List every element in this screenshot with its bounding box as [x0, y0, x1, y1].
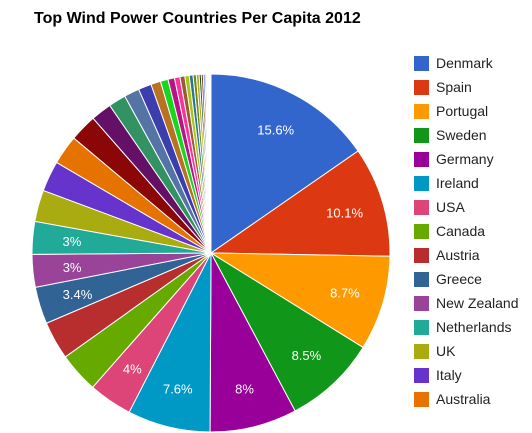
slice-data-label: 3.4% [63, 287, 93, 302]
legend-swatch [414, 319, 429, 335]
pie-slice-sweden[interactable] [209, 251, 364, 412]
slice-data-label: 15.6% [257, 122, 294, 137]
legend-item-netherlands[interactable]: Netherlands [414, 315, 519, 339]
pie-slice-denmark[interactable] [210, 73, 359, 254]
legend-label: Australia [436, 391, 491, 407]
legend-item-australia[interactable]: Australia [414, 387, 519, 411]
legend-item-italy[interactable]: Italy [414, 363, 519, 387]
legend-swatch [414, 247, 429, 263]
legend: Denmark Spain Portugal Sweden Germany Ireland… [414, 51, 519, 411]
slice-data-label: 8.5% [292, 348, 322, 363]
legend-swatch [414, 55, 429, 71]
legend-label: Greece [436, 271, 482, 287]
legend-item-austria[interactable]: Austria [414, 243, 519, 267]
legend-label: Austria [436, 247, 480, 263]
legend-swatch [414, 367, 429, 383]
legend-item-canada[interactable]: Canada [414, 219, 519, 243]
legend-label: Ireland [436, 175, 479, 191]
legend-swatch [414, 79, 429, 95]
legend-item-sweden[interactable]: Sweden [414, 123, 519, 147]
legend-swatch [414, 103, 429, 119]
legend-item-usa[interactable]: USA [414, 195, 519, 219]
legend-label: Denmark [436, 55, 493, 71]
slice-data-label: 3% [63, 234, 82, 249]
legend-item-uk[interactable]: UK [414, 339, 519, 363]
slice-data-label: 8.7% [330, 286, 360, 301]
legend-item-spain[interactable]: Spain [414, 75, 519, 99]
legend-label: USA [436, 199, 465, 215]
legend-item-ireland[interactable]: Ireland [414, 171, 519, 195]
legend-label: Canada [436, 223, 486, 239]
slice-data-label: 8% [235, 382, 254, 397]
pie-slice-portugal[interactable] [209, 252, 391, 349]
chart-title: Top Wind Power Countries Per Capita 2012 [34, 10, 361, 27]
slice-data-label: 7.6% [163, 382, 193, 397]
legend-swatch [414, 199, 429, 215]
slice-data-label: 3% [63, 260, 82, 275]
legend-item-denmark[interactable]: Denmark [414, 51, 519, 75]
legend-label: UK [436, 343, 456, 359]
slice-data-label: 4% [123, 361, 142, 376]
legend-swatch [414, 223, 429, 239]
legend-label: New Zealand [436, 295, 519, 311]
legend-swatch [414, 295, 429, 311]
legend-swatch [414, 151, 429, 167]
legend-label: Spain [436, 79, 472, 95]
legend-item-germany[interactable]: Germany [414, 147, 519, 171]
legend-label: Portugal [436, 103, 489, 119]
legend-label: Netherlands [436, 319, 512, 335]
legend-swatch [414, 271, 429, 287]
pie-slice-spain[interactable] [209, 150, 391, 257]
legend-item-portugal[interactable]: Portugal [414, 99, 519, 123]
slice-data-label: 10.1% [326, 206, 363, 221]
legend-item-greece[interactable]: Greece [414, 267, 519, 291]
legend-label: Sweden [436, 127, 487, 143]
legend-swatch [414, 391, 429, 407]
legend-item-new-zealand[interactable]: New Zealand [414, 291, 519, 315]
legend-swatch [414, 175, 429, 191]
legend-swatch [414, 343, 429, 359]
legend-swatch [414, 127, 429, 143]
legend-label: Italy [436, 367, 462, 383]
legend-label: Germany [436, 151, 494, 167]
